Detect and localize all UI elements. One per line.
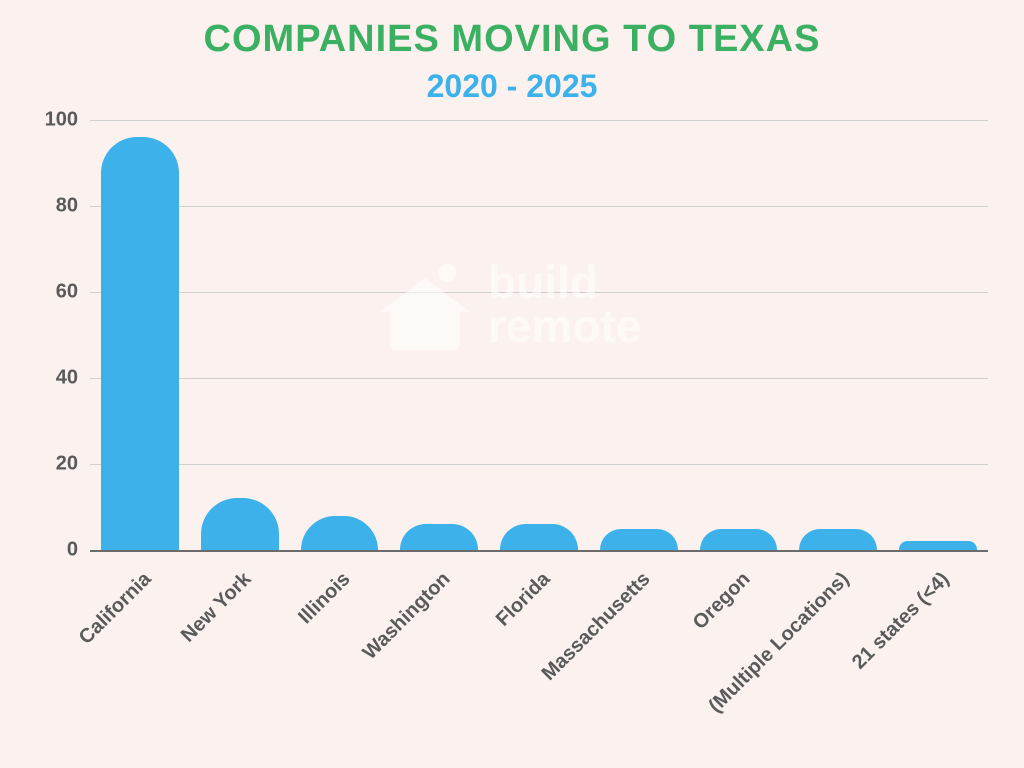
page-root: COMPANIES MOVING TO TEXAS 2020 - 2025 0 2… <box>0 0 1024 768</box>
y-tick-label: 100 <box>0 109 78 132</box>
x-tick-label: Illinois <box>295 568 356 629</box>
bar <box>101 137 179 550</box>
chart-subtitle: 2020 - 2025 <box>0 68 1024 105</box>
y-tick-label: 80 <box>0 195 78 218</box>
x-tick-label: Oregon <box>688 568 755 635</box>
x-axis-line <box>90 550 988 552</box>
x-tick-label: Washington <box>359 568 456 665</box>
bar <box>301 516 379 550</box>
bar <box>700 529 778 551</box>
bars-container <box>90 120 988 550</box>
x-axis-labels: CaliforniaNew YorkIllinoisWashingtonFlor… <box>90 560 988 750</box>
bar <box>500 524 578 550</box>
bar <box>600 529 678 551</box>
plot-area: build remote <box>90 120 988 550</box>
bar <box>201 498 279 550</box>
x-tick-label: 21 states (<4) <box>848 568 954 674</box>
y-tick-label: 40 <box>0 367 78 390</box>
x-tick-label: Massachusetts <box>537 568 655 686</box>
y-tick-label: 0 <box>0 539 78 562</box>
x-tick-label: Florida <box>492 568 555 631</box>
x-tick-label: New York <box>177 568 256 647</box>
y-tick-label: 60 <box>0 281 78 304</box>
y-tick-label: 20 <box>0 453 78 476</box>
bar <box>400 524 478 550</box>
bar <box>899 541 977 550</box>
x-tick-label: California <box>75 568 156 649</box>
chart-title: COMPANIES MOVING TO TEXAS <box>0 18 1024 61</box>
bar <box>799 529 877 551</box>
